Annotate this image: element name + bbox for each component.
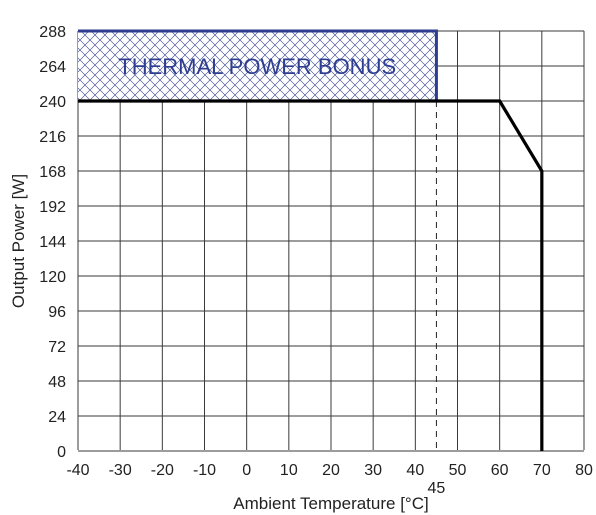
x-tick-label: 40	[406, 462, 424, 479]
y-tick-label: 264	[39, 59, 66, 76]
x-tick-label: -10	[193, 462, 216, 479]
y-tick-label: 216	[39, 129, 66, 146]
bonus-border	[78, 29, 438, 101]
y-tick-label: 240	[39, 94, 66, 111]
y-tick-label: 24	[48, 409, 66, 426]
x-tick-label: 50	[449, 462, 467, 479]
x-tick-label: 60	[491, 462, 509, 479]
marker-label: 45	[428, 480, 446, 497]
y-axis-label: Output Power [W]	[9, 174, 28, 308]
x-tick-label: -40	[66, 462, 89, 479]
bonus-hatch	[78, 31, 437, 101]
x-tick-label: 80	[575, 462, 593, 479]
y-tick-label: 168	[39, 164, 66, 181]
x-tick-label: 70	[533, 462, 551, 479]
x-tick-label: -30	[109, 462, 132, 479]
x-axis-label: Ambient Temperature [°C]	[233, 494, 428, 513]
x-tick-label: -20	[151, 462, 174, 479]
bonus-label: THERMAL POWER BONUS	[118, 54, 396, 79]
y-tick-label: 96	[48, 304, 66, 321]
x-axis-ticks: -40 -30 -20 -10 0 10 20 30 40 50 60 70 80 45	[66, 462, 593, 497]
y-tick-label: 120	[39, 269, 66, 286]
x-tick-label: 10	[280, 462, 298, 479]
y-tick-label: 288	[39, 24, 66, 41]
y-tick-label: 192	[39, 199, 66, 216]
y-tick-label: 48	[48, 374, 66, 391]
series-line	[78, 99, 544, 451]
y-tick-label: 144	[39, 234, 66, 251]
x-tick-label: 30	[364, 462, 382, 479]
x-tick-label: 0	[242, 462, 251, 479]
y-tick-label: 0	[57, 444, 66, 461]
x-tick-label: 20	[322, 462, 340, 479]
y-tick-label: 72	[48, 339, 66, 356]
thermal-bonus-region: THERMAL POWER BONUS	[78, 29, 438, 101]
series-lines	[77, 99, 544, 452]
